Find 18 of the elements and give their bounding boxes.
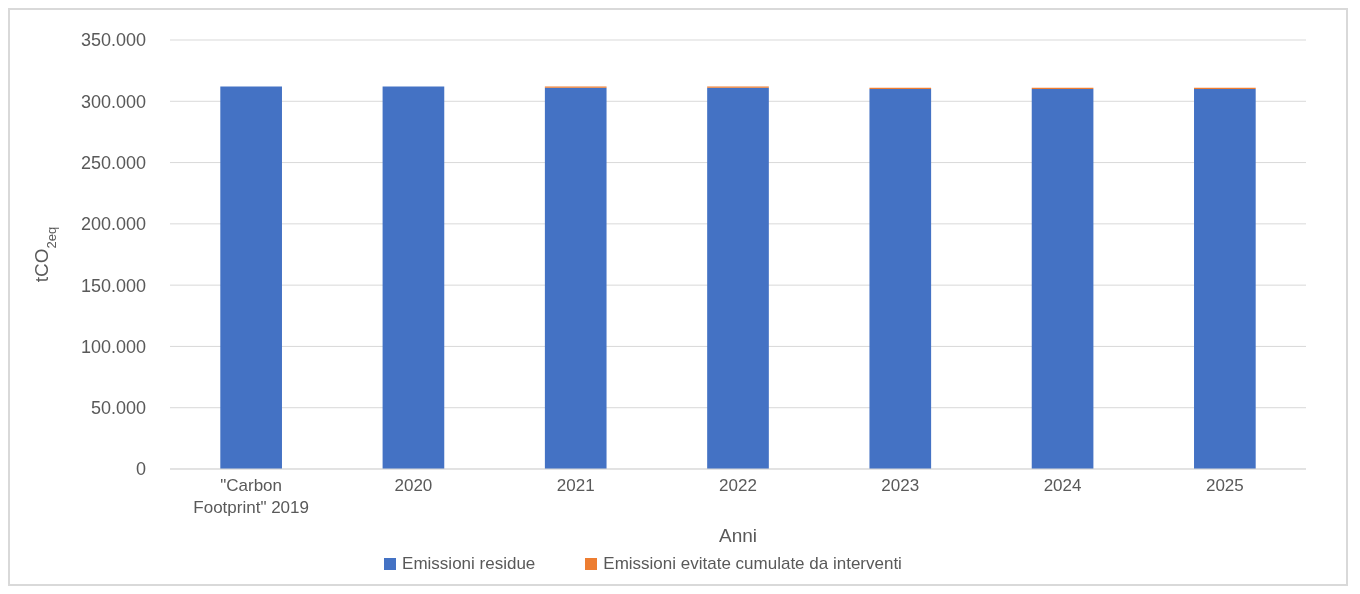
x-tick-label: 2022 <box>719 476 757 495</box>
y-tick-label: 300.000 <box>80 91 146 112</box>
legend-label: Emissioni evitate cumulate da interventi <box>602 554 902 574</box>
y-tick-label: 0 <box>135 459 146 480</box>
y-tick-label: 350.000 <box>80 30 146 51</box>
y-tick-label: 250.000 <box>80 152 146 173</box>
x-tick-label: 2023 <box>881 476 920 495</box>
legend-label: Emissioni residue <box>401 554 536 574</box>
y-tick-label: 200.000 <box>80 214 146 235</box>
x-tick-label: 2025 <box>1205 476 1244 495</box>
x-axis-title: Anni <box>718 525 758 546</box>
y-tick-label: 100.000 <box>80 336 146 357</box>
y-tick-label: 150.000 <box>80 275 146 296</box>
x-tick-label: 2021 <box>556 476 595 495</box>
x-tick-label: "Carbon Footprint" 2019 <box>193 476 309 517</box>
x-tick-label: 2024 <box>1043 476 1082 495</box>
x-tick-label: 2020 <box>394 476 433 495</box>
y-tick-label: 50.000 <box>90 398 146 419</box>
